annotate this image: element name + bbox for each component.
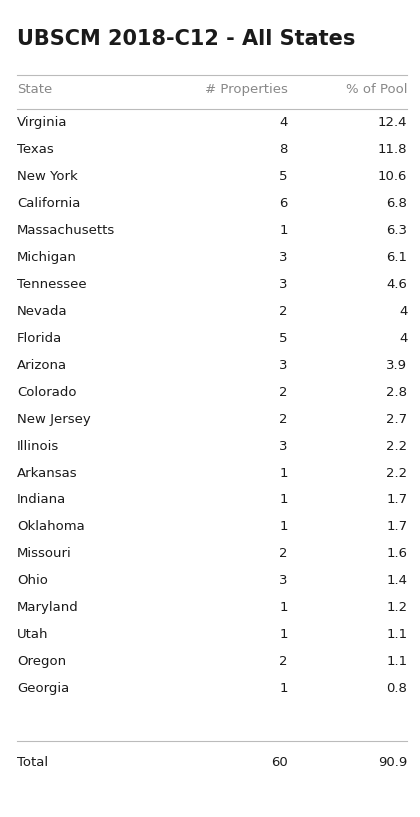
- Text: 6.3: 6.3: [386, 224, 407, 237]
- Text: 1.1: 1.1: [386, 628, 407, 641]
- Text: 6: 6: [279, 197, 288, 210]
- Text: 4: 4: [279, 116, 288, 129]
- Text: Nevada: Nevada: [17, 305, 68, 318]
- Text: Florida: Florida: [17, 332, 62, 345]
- Text: Oklahoma: Oklahoma: [17, 520, 84, 534]
- Text: 6.1: 6.1: [386, 251, 407, 264]
- Text: 3.9: 3.9: [386, 359, 407, 372]
- Text: Colorado: Colorado: [17, 386, 76, 399]
- Text: 12.4: 12.4: [378, 116, 407, 129]
- Text: California: California: [17, 197, 80, 210]
- Text: Oregon: Oregon: [17, 655, 66, 668]
- Text: 1: 1: [279, 467, 288, 480]
- Text: 11.8: 11.8: [378, 143, 407, 156]
- Text: 1.6: 1.6: [386, 547, 407, 560]
- Text: 2: 2: [279, 655, 288, 668]
- Text: 2: 2: [279, 413, 288, 426]
- Text: 1.1: 1.1: [386, 655, 407, 668]
- Text: Virginia: Virginia: [17, 116, 67, 129]
- Text: 1.7: 1.7: [386, 493, 407, 507]
- Text: 2.8: 2.8: [386, 386, 407, 399]
- Text: 1: 1: [279, 493, 288, 507]
- Text: 1.7: 1.7: [386, 520, 407, 534]
- Text: Georgia: Georgia: [17, 682, 69, 695]
- Text: 4: 4: [399, 305, 407, 318]
- Text: New Jersey: New Jersey: [17, 413, 91, 426]
- Text: 10.6: 10.6: [378, 170, 407, 183]
- Text: 1: 1: [279, 520, 288, 534]
- Text: 90.9: 90.9: [378, 756, 407, 769]
- Text: 3: 3: [279, 359, 288, 372]
- Text: Indiana: Indiana: [17, 493, 66, 507]
- Text: Arizona: Arizona: [17, 359, 67, 372]
- Text: % of Pool: % of Pool: [346, 83, 407, 96]
- Text: Massachusetts: Massachusetts: [17, 224, 115, 237]
- Text: 2.2: 2.2: [386, 467, 407, 480]
- Text: 60: 60: [271, 756, 288, 769]
- Text: Total: Total: [17, 756, 48, 769]
- Text: 5: 5: [279, 332, 288, 345]
- Text: Ohio: Ohio: [17, 574, 48, 587]
- Text: Utah: Utah: [17, 628, 48, 641]
- Text: 1.4: 1.4: [386, 574, 407, 587]
- Text: 2.2: 2.2: [386, 440, 407, 453]
- Text: 3: 3: [279, 574, 288, 587]
- Text: Michigan: Michigan: [17, 251, 77, 264]
- Text: 4.6: 4.6: [386, 278, 407, 291]
- Text: 3: 3: [279, 440, 288, 453]
- Text: 3: 3: [279, 251, 288, 264]
- Text: Arkansas: Arkansas: [17, 467, 77, 480]
- Text: 1: 1: [279, 224, 288, 237]
- Text: # Properties: # Properties: [205, 83, 288, 96]
- Text: 3: 3: [279, 278, 288, 291]
- Text: 1: 1: [279, 628, 288, 641]
- Text: UBSCM 2018-C12 - All States: UBSCM 2018-C12 - All States: [17, 29, 355, 48]
- Text: 2: 2: [279, 386, 288, 399]
- Text: 2: 2: [279, 305, 288, 318]
- Text: 1: 1: [279, 601, 288, 614]
- Text: 5: 5: [279, 170, 288, 183]
- Text: Illinois: Illinois: [17, 440, 59, 453]
- Text: 0.8: 0.8: [386, 682, 407, 695]
- Text: Texas: Texas: [17, 143, 54, 156]
- Text: 2: 2: [279, 547, 288, 560]
- Text: State: State: [17, 83, 52, 96]
- Text: Missouri: Missouri: [17, 547, 71, 560]
- Text: 1.2: 1.2: [386, 601, 407, 614]
- Text: New York: New York: [17, 170, 78, 183]
- Text: 1: 1: [279, 682, 288, 695]
- Text: Maryland: Maryland: [17, 601, 79, 614]
- Text: 2.7: 2.7: [386, 413, 407, 426]
- Text: 6.8: 6.8: [386, 197, 407, 210]
- Text: 4: 4: [399, 332, 407, 345]
- Text: Tennessee: Tennessee: [17, 278, 87, 291]
- Text: 8: 8: [279, 143, 288, 156]
